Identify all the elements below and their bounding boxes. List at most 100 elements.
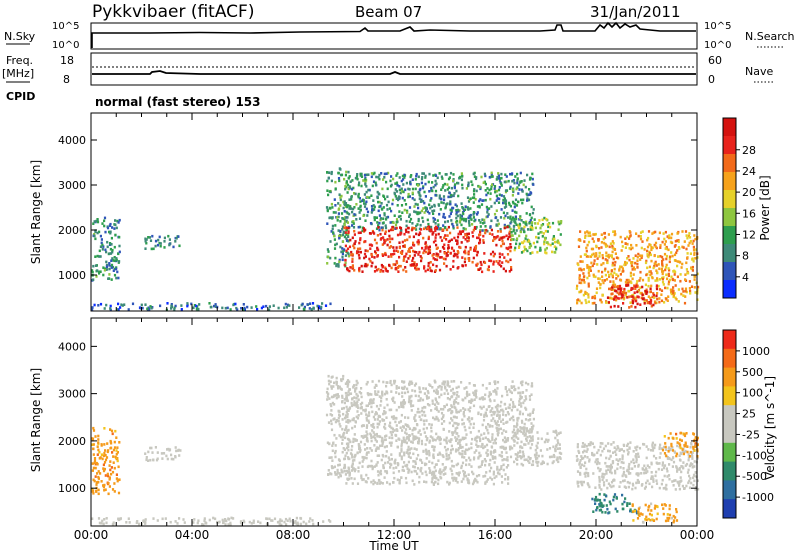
power-cell bbox=[338, 207, 341, 210]
power-cell bbox=[412, 235, 415, 239]
power-cell bbox=[514, 175, 517, 178]
power-cell bbox=[536, 222, 540, 225]
velocity-cell bbox=[97, 477, 100, 480]
velocity-cell bbox=[618, 449, 621, 452]
power-ytick-label: 3000 bbox=[58, 179, 86, 192]
power-cell bbox=[347, 204, 350, 207]
power-cell bbox=[482, 199, 485, 202]
power-cell bbox=[660, 293, 663, 296]
velocity-cell bbox=[360, 406, 363, 410]
power-cell bbox=[94, 230, 97, 234]
velocity-cell bbox=[560, 452, 563, 455]
power-cell bbox=[507, 179, 510, 183]
power-cell bbox=[689, 289, 692, 293]
velocity-cell bbox=[492, 456, 495, 459]
velocity-cell bbox=[367, 477, 370, 480]
power-cell bbox=[662, 258, 665, 261]
power-cell bbox=[624, 246, 627, 249]
velocity-cell bbox=[402, 440, 405, 443]
power-cell bbox=[92, 264, 95, 268]
velocity-cell bbox=[501, 418, 504, 421]
power-cell bbox=[115, 267, 118, 271]
power-cell bbox=[357, 231, 360, 235]
velocity-cell bbox=[473, 479, 476, 482]
power-cell bbox=[649, 296, 652, 300]
velocity-cell bbox=[484, 393, 487, 397]
power-cell bbox=[395, 226, 398, 230]
power-cell bbox=[555, 247, 558, 251]
power-cell bbox=[632, 300, 635, 303]
power-cell bbox=[480, 263, 483, 267]
power-cell bbox=[593, 262, 596, 265]
velocity-cell bbox=[580, 463, 583, 467]
velocity-cell bbox=[410, 394, 413, 398]
power-cell bbox=[141, 306, 144, 310]
power-cell bbox=[272, 304, 275, 307]
velocity-cell bbox=[305, 522, 308, 526]
velocity-cell bbox=[114, 455, 117, 459]
velocity-cell bbox=[422, 387, 425, 390]
power-cell bbox=[665, 257, 668, 261]
power-cell bbox=[461, 183, 464, 187]
velocity-cell bbox=[685, 484, 688, 488]
power-cell bbox=[433, 218, 436, 221]
power-cell bbox=[405, 230, 408, 234]
velocity-cell bbox=[579, 471, 582, 475]
velocity-cell bbox=[407, 400, 411, 404]
power-cell bbox=[495, 209, 498, 212]
power-cell bbox=[330, 179, 333, 183]
velocity-cell bbox=[583, 464, 586, 468]
power-cell bbox=[375, 268, 379, 272]
velocity-cell bbox=[521, 463, 525, 467]
power-cell bbox=[359, 200, 362, 203]
power-cell bbox=[357, 207, 360, 210]
power-cell bbox=[660, 267, 663, 271]
power-cell bbox=[492, 270, 495, 273]
velocity-cell bbox=[450, 448, 453, 452]
velocity-cell bbox=[443, 405, 446, 409]
velocity-cell bbox=[384, 411, 387, 414]
power-cell bbox=[504, 199, 507, 203]
velocity-cell bbox=[329, 472, 332, 475]
power-colorbar-segment bbox=[723, 172, 736, 191]
power-cell bbox=[402, 183, 405, 186]
nsky-frame bbox=[90, 22, 698, 50]
power-cell bbox=[666, 235, 669, 238]
velocity-cell bbox=[363, 443, 366, 446]
power-cell bbox=[178, 244, 181, 248]
power-cell bbox=[472, 201, 475, 204]
velocity-cell bbox=[614, 469, 617, 473]
nsearch-label: N.Search bbox=[745, 30, 795, 43]
velocity-cell bbox=[166, 457, 169, 461]
power-cell bbox=[365, 173, 368, 177]
power-cell bbox=[338, 236, 341, 240]
power-cell bbox=[366, 195, 369, 199]
power-cell bbox=[540, 230, 543, 234]
power-cell bbox=[474, 198, 477, 201]
velocity-cell bbox=[344, 414, 348, 417]
power-cell bbox=[255, 305, 258, 308]
velocity-cell bbox=[691, 455, 694, 458]
velocity-cell bbox=[522, 432, 525, 435]
power-cell bbox=[657, 255, 660, 258]
power-cell bbox=[619, 235, 622, 239]
power-cell bbox=[490, 228, 493, 232]
velocity-cell bbox=[475, 396, 478, 399]
power-cell bbox=[374, 181, 377, 185]
power-cell bbox=[676, 231, 679, 235]
power-cell bbox=[439, 208, 442, 211]
power-cell bbox=[493, 212, 497, 216]
velocity-cell bbox=[475, 443, 478, 446]
velocity-cell bbox=[414, 462, 417, 465]
velocity-cell bbox=[93, 479, 96, 483]
velocity-cell bbox=[412, 437, 415, 440]
power-cell bbox=[549, 225, 552, 229]
velocity-cell bbox=[339, 425, 342, 428]
velocity-cell bbox=[472, 457, 476, 461]
velocity-cell bbox=[460, 464, 463, 468]
velocity-cell bbox=[357, 414, 360, 417]
power-cell bbox=[693, 251, 696, 255]
power-cell bbox=[504, 202, 507, 206]
power-cell bbox=[471, 231, 474, 234]
power-cell bbox=[650, 284, 653, 288]
